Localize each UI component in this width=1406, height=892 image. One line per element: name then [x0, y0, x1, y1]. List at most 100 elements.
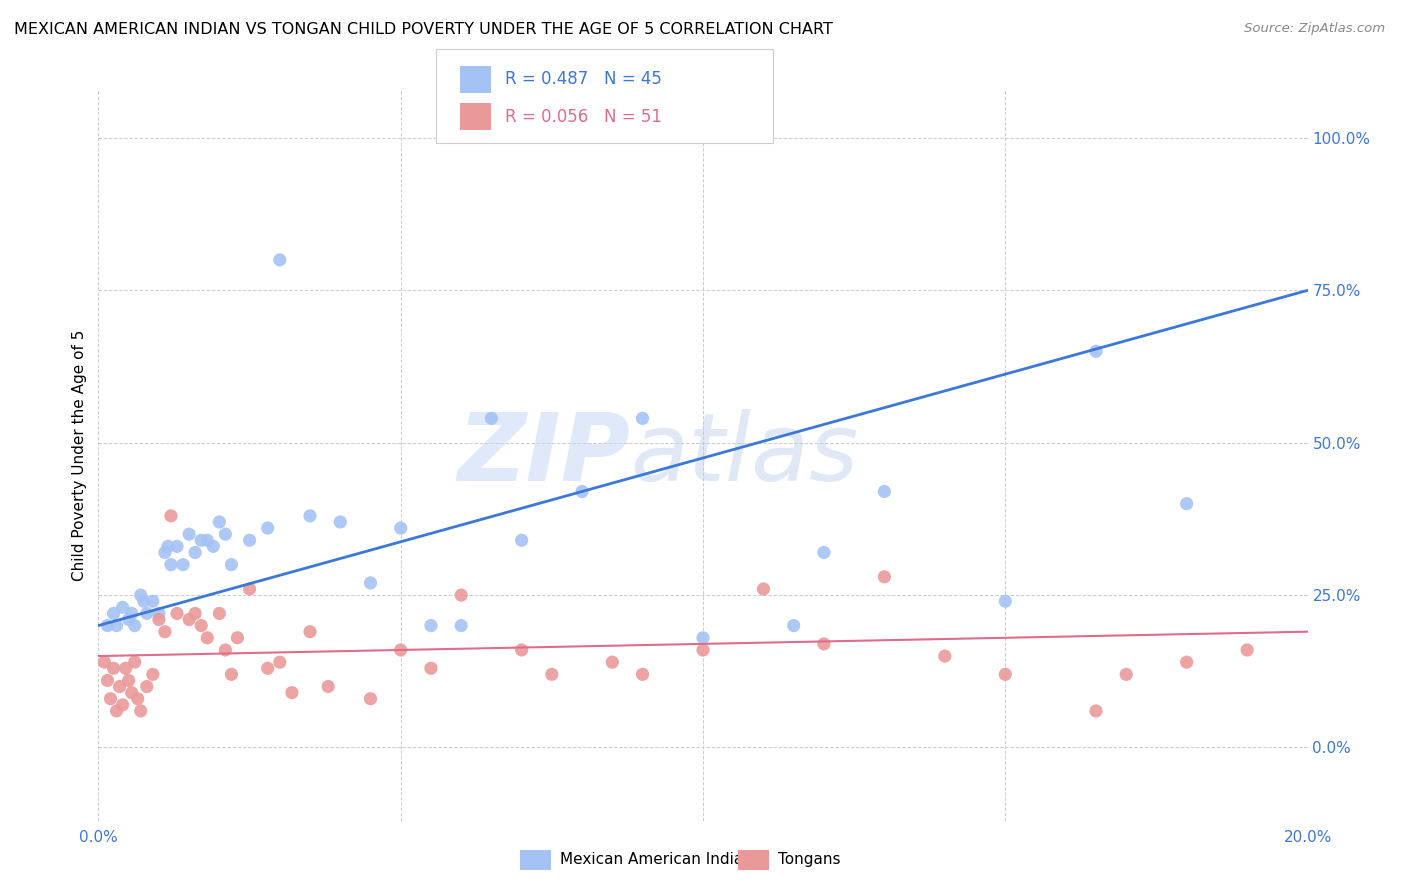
Point [1175, 497, 1198, 511]
Text: ZIP: ZIP [457, 409, 630, 501]
Point [1175, 655, 1198, 669]
Point [127, 691, 149, 706]
Point [631, 411, 654, 425]
Y-axis label: Child Poverty Under the Age of 5: Child Poverty Under the Age of 5 [72, 329, 87, 581]
Point [1085, 704, 1108, 718]
Point [142, 667, 165, 681]
Point [96, 673, 118, 688]
Point [221, 667, 243, 681]
Point [184, 545, 207, 559]
Point [132, 594, 155, 608]
Point [184, 607, 207, 621]
Point [510, 643, 533, 657]
Point [873, 484, 896, 499]
Point [129, 704, 152, 718]
Point [195, 631, 218, 645]
Point [269, 252, 291, 267]
Point [135, 680, 157, 694]
Point [124, 655, 146, 669]
Point [202, 539, 225, 553]
Point [105, 618, 128, 632]
Point [114, 661, 136, 675]
Point [994, 667, 1017, 681]
Text: Tongans: Tongans [778, 853, 839, 867]
Point [121, 686, 143, 700]
Point [166, 607, 188, 621]
Point [1085, 344, 1108, 359]
Point [118, 673, 141, 688]
Point [195, 533, 218, 548]
Point [873, 570, 896, 584]
Point [148, 613, 170, 627]
Point [420, 661, 443, 675]
Point [160, 558, 183, 572]
Point [239, 533, 262, 548]
Point [93, 655, 115, 669]
Point [103, 607, 125, 621]
Point [148, 607, 170, 621]
Text: R = 0.056   N = 51: R = 0.056 N = 51 [505, 108, 662, 126]
Point [111, 600, 134, 615]
Point [813, 545, 835, 559]
Point [172, 558, 194, 572]
Point [160, 508, 183, 523]
Point [934, 649, 956, 664]
Point [226, 631, 249, 645]
Point [190, 618, 212, 632]
Point [299, 624, 322, 639]
Point [105, 704, 128, 718]
Point [96, 618, 118, 632]
Point [389, 521, 412, 535]
Point [190, 533, 212, 548]
Point [1236, 643, 1258, 657]
Point [602, 655, 624, 669]
Point [100, 691, 122, 706]
Point [450, 588, 472, 602]
Point [214, 527, 236, 541]
Point [221, 558, 243, 572]
Point [121, 607, 143, 621]
Point [166, 539, 188, 553]
Point [208, 607, 231, 621]
Point [813, 637, 835, 651]
Point [1115, 667, 1137, 681]
Point [631, 667, 654, 681]
Point [153, 624, 176, 639]
Point [179, 527, 201, 541]
Point [692, 643, 714, 657]
Point [124, 618, 146, 632]
Point [329, 515, 352, 529]
Text: Source: ZipAtlas.com: Source: ZipAtlas.com [1244, 22, 1385, 36]
Point [540, 667, 562, 681]
Text: atlas: atlas [630, 409, 859, 500]
Point [510, 533, 533, 548]
Point [269, 655, 291, 669]
Point [153, 545, 176, 559]
Point [281, 686, 304, 700]
Point [994, 594, 1017, 608]
Text: MEXICAN AMERICAN INDIAN VS TONGAN CHILD POVERTY UNDER THE AGE OF 5 CORRELATION C: MEXICAN AMERICAN INDIAN VS TONGAN CHILD … [14, 22, 832, 37]
Point [450, 618, 472, 632]
Point [360, 691, 382, 706]
Point [571, 484, 593, 499]
Point [256, 521, 278, 535]
Point [108, 680, 131, 694]
Point [692, 631, 714, 645]
Point [316, 680, 339, 694]
Point [299, 508, 322, 523]
Point [142, 594, 165, 608]
Point [256, 661, 278, 675]
Point [214, 643, 236, 657]
Text: Mexican American Indians: Mexican American Indians [560, 853, 761, 867]
Point [239, 582, 262, 596]
Point [129, 588, 152, 602]
Point [481, 411, 503, 425]
Point [118, 613, 141, 627]
Point [111, 698, 134, 712]
Point [156, 539, 179, 553]
Point [389, 643, 412, 657]
Point [360, 576, 382, 591]
Point [135, 607, 157, 621]
Point [783, 618, 806, 632]
Point [752, 582, 775, 596]
